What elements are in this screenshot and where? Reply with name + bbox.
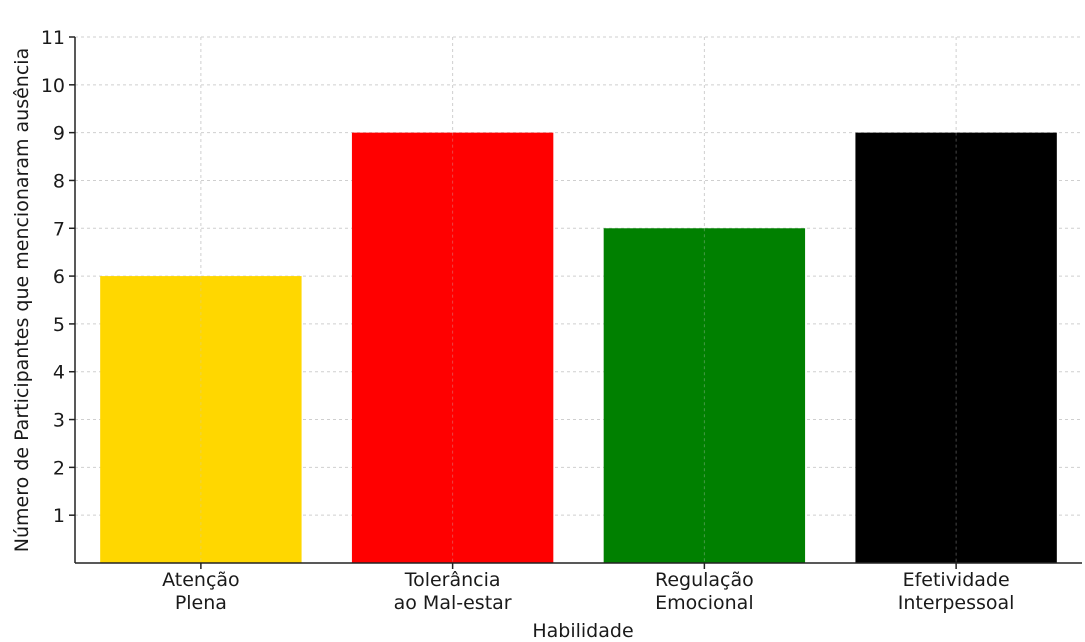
x-tick-labels: Atenção Plena Tolerância ao Mal-estar Regula… xyxy=(162,569,1014,614)
x-tick-label: Tolerância ao Mal-estar xyxy=(394,569,512,614)
y-tick-label: 8 xyxy=(53,170,65,192)
y-tick-label: 5 xyxy=(53,314,65,336)
x-tick-label: Efetividade Interpessoal xyxy=(898,569,1015,614)
y-tick-label: 1 xyxy=(53,505,65,527)
y-tick-label: 10 xyxy=(41,75,65,97)
axes xyxy=(69,36,1082,569)
y-tick-label: 2 xyxy=(53,457,65,479)
bars xyxy=(100,132,1057,564)
bar xyxy=(351,132,554,564)
y-tick-label: 6 xyxy=(53,266,65,288)
y-axis-title: Número de Participantes que mencionaram … xyxy=(11,48,33,552)
y-tick-label: 11 xyxy=(41,27,65,49)
y-tick-label: 7 xyxy=(53,218,65,240)
y-tick-labels: 1 2 3 4 5 6 7 8 9 10 11 xyxy=(41,27,65,527)
y-tick-label: 4 xyxy=(53,362,65,384)
x-tick-label: Regulação Emocional xyxy=(655,569,754,614)
x-tick-label: Atenção Plena xyxy=(162,569,240,614)
bar xyxy=(855,132,1057,564)
bar xyxy=(100,276,302,563)
y-tick-label: 3 xyxy=(53,410,65,432)
bar xyxy=(603,228,806,564)
y-tick-label: 9 xyxy=(53,123,65,145)
x-axis-title: Habilidade xyxy=(532,620,633,642)
